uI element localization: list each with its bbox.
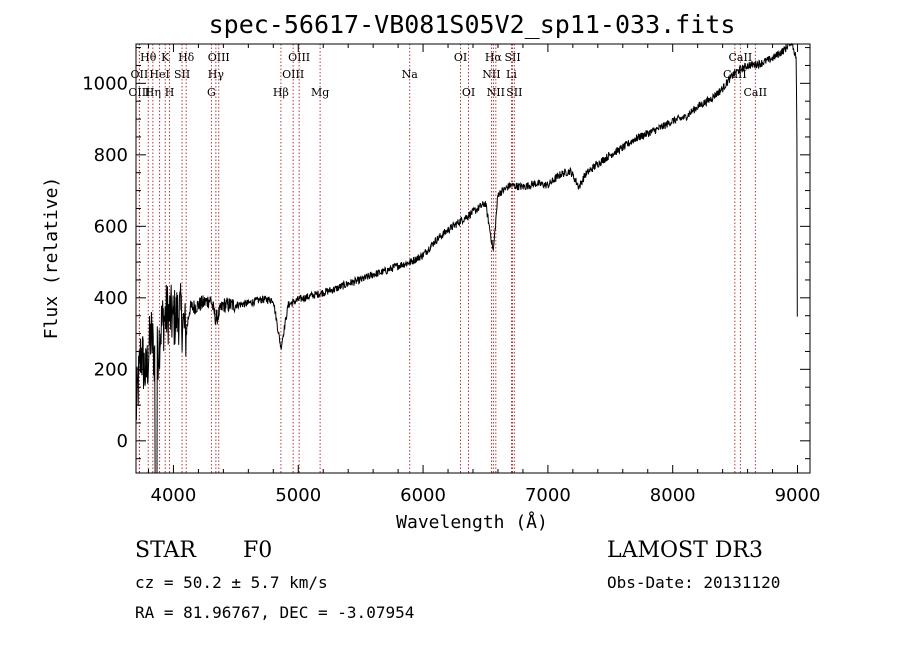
- y-tick-label: 1000: [82, 73, 128, 94]
- x-tick-label: 7000: [525, 485, 571, 506]
- y-axis-ticks: 0 200 400 600 800 1000: [82, 47, 810, 460]
- spectral-line-label: SII: [174, 68, 190, 81]
- spectral-line-label: OI: [454, 51, 467, 64]
- spectral-line-label: Li: [506, 68, 517, 81]
- spectral-line-label: Hθ: [140, 51, 157, 64]
- spectral-line-label: OII: [131, 68, 149, 81]
- spectral-line-label: OI: [462, 86, 475, 99]
- spectral-line-label: Hδ: [178, 51, 195, 64]
- survey-name: LAMOST DR3: [607, 538, 763, 563]
- x-axis-title: Wavelength (Å): [396, 511, 548, 533]
- spectral-line-label: NII: [482, 68, 500, 81]
- object-subclass: F0: [243, 538, 273, 563]
- spectral-line-markers: [138, 44, 756, 473]
- x-tick-label: 4000: [151, 485, 197, 506]
- spectral-line-label: G: [207, 86, 216, 99]
- y-axis-title: Flux (relative): [41, 177, 62, 340]
- spectral-line-label: H: [165, 86, 175, 99]
- spectral-line-label: OIII: [208, 51, 230, 64]
- spectral-line-label: Hη: [145, 86, 161, 99]
- spectral-line-label: NII: [487, 86, 505, 99]
- spectral-line-label: Hα: [485, 51, 503, 64]
- spectral-line-label: Hγ: [208, 68, 225, 81]
- y-tick-label: 600: [94, 216, 128, 237]
- observation-date: Obs-Date: 20131120: [607, 573, 781, 592]
- spectral-line-label: SII: [506, 86, 522, 99]
- redshift-text: cz = 50.2 ± 5.7 km/s: [135, 573, 328, 592]
- y-tick-label: 800: [94, 145, 128, 166]
- spectral-line-label: OIII: [288, 51, 310, 64]
- y-tick-label: 200: [94, 359, 128, 380]
- spectral-line-label: Na: [402, 68, 419, 81]
- coordinates-text: RA = 81.96767, DEC = -3.07954: [135, 603, 415, 622]
- spectral-line-label: Hβ: [273, 86, 289, 99]
- x-axis-ticks: 4000 5000 6000 7000 8000 9000: [147, 44, 821, 506]
- object-class: STAR: [135, 538, 196, 563]
- plot-frame: [135, 43, 811, 474]
- y-tick-label: 0: [117, 431, 128, 452]
- x-tick-label: 5000: [275, 485, 321, 506]
- spectral-line-label: CaII: [743, 86, 767, 99]
- x-tick-label: 6000: [400, 485, 446, 506]
- y-tick-label: 400: [94, 288, 128, 309]
- spectral-line-label: OIII: [128, 86, 150, 99]
- x-tick-label: 8000: [650, 485, 696, 506]
- x-tick-label: 9000: [775, 485, 821, 506]
- chart-title: spec-56617-VB081S05V2_sp11-033.fits: [209, 10, 736, 39]
- spectral-line-label: SII: [504, 51, 520, 64]
- spectrum-line: [135, 42, 798, 474]
- spectral-line-label: K: [161, 51, 170, 64]
- spectral-line-label: Mg: [311, 86, 329, 99]
- spectral-line-label: CaII: [729, 51, 753, 64]
- spectral-line-label: OIII: [282, 68, 304, 81]
- spectral-line-label: HeI: [149, 68, 169, 81]
